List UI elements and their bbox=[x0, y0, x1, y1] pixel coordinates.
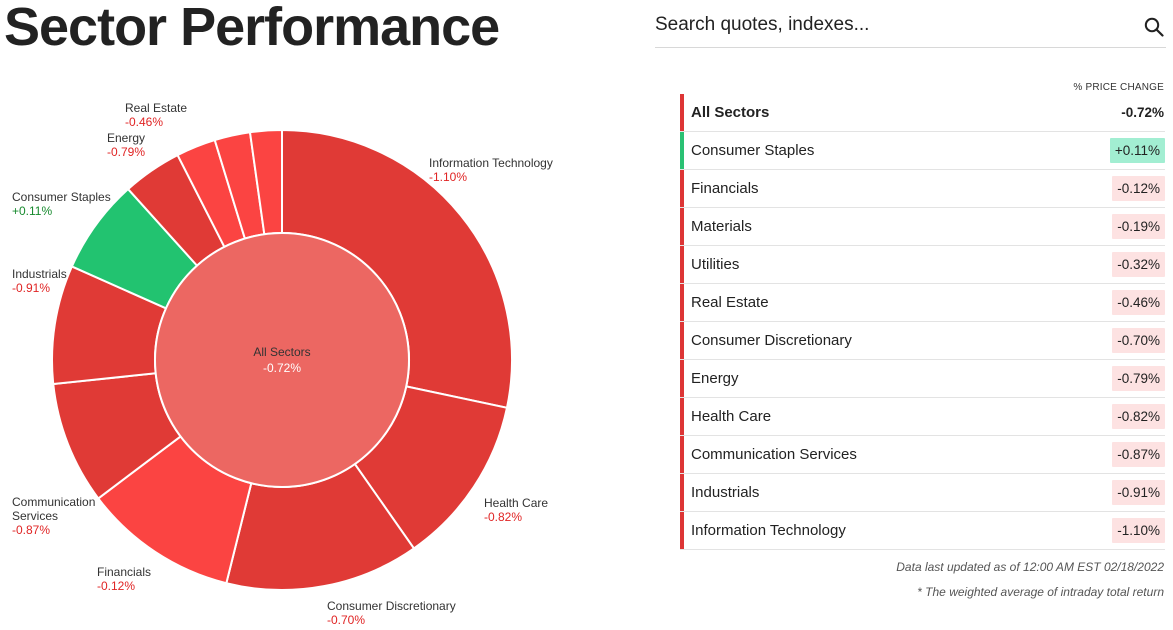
value-information-technology: -1.10% bbox=[429, 170, 467, 184]
price-change: -0.19% bbox=[1112, 214, 1165, 239]
label-communication-services-line2: Services bbox=[12, 509, 58, 523]
price-change: -1.10% bbox=[1112, 518, 1165, 543]
label-communication-services-line1: Communication bbox=[12, 495, 95, 509]
label-consumer-discretionary: Consumer Discretionary bbox=[327, 599, 456, 613]
table-row-real-estate[interactable]: Real Estate -0.46% bbox=[680, 284, 1165, 322]
label-industrials: Industrials bbox=[12, 267, 67, 281]
value-energy: -0.79% bbox=[107, 145, 145, 159]
sector-name: Health Care bbox=[691, 408, 772, 425]
value-health-care: -0.82% bbox=[484, 510, 522, 524]
sector-name: Consumer Discretionary bbox=[691, 332, 852, 349]
last-updated-note: Data last updated as of 12:00 AM EST 02/… bbox=[896, 560, 1164, 574]
price-change: -0.79% bbox=[1112, 366, 1165, 391]
price-change: -0.32% bbox=[1112, 252, 1165, 277]
sector-name: Real Estate bbox=[691, 294, 769, 311]
row-indicator bbox=[680, 360, 684, 397]
value-industrials: -0.91% bbox=[12, 281, 50, 295]
table-row-information-technology[interactable]: Information Technology -1.10% bbox=[680, 512, 1165, 550]
table-row-energy[interactable]: Energy -0.79% bbox=[680, 360, 1165, 398]
center-circle[interactable] bbox=[154, 232, 410, 488]
value-financials: -0.12% bbox=[97, 579, 135, 593]
value-real-estate: -0.46% bbox=[125, 115, 163, 129]
row-indicator bbox=[680, 170, 684, 207]
row-indicator bbox=[680, 512, 684, 549]
row-indicator bbox=[680, 398, 684, 435]
price-change: -0.87% bbox=[1112, 442, 1165, 467]
row-indicator bbox=[680, 436, 684, 473]
sector-name: Industrials bbox=[691, 484, 760, 501]
table-row-consumer-staples[interactable]: Consumer Staples +0.11% bbox=[680, 132, 1165, 170]
weighted-average-note: * The weighted average of intraday total… bbox=[917, 585, 1164, 599]
page-title: Sector Performance bbox=[4, 0, 500, 57]
table-row-utilities[interactable]: Utilities -0.32% bbox=[680, 246, 1165, 284]
center-label: All Sectors bbox=[253, 345, 310, 359]
search-bar bbox=[655, 4, 1166, 48]
value-consumer-discretionary: -0.70% bbox=[327, 613, 365, 627]
price-change: -0.12% bbox=[1112, 176, 1165, 201]
label-energy: Energy bbox=[107, 131, 145, 145]
sector-name: Information Technology bbox=[691, 522, 846, 539]
price-change: -0.91% bbox=[1112, 480, 1165, 505]
row-indicator bbox=[680, 322, 684, 359]
table-row-consumer-discretionary[interactable]: Consumer Discretionary -0.70% bbox=[680, 322, 1165, 360]
price-change-header: % PRICE CHANGE bbox=[1073, 82, 1164, 93]
table-row-materials[interactable]: Materials -0.19% bbox=[680, 208, 1165, 246]
value-communication-services: -0.87% bbox=[12, 523, 50, 537]
label-consumer-staples: Consumer Staples bbox=[12, 190, 111, 204]
sector-donut-chart: All Sectors-0.72%Information Technology-… bbox=[12, 101, 553, 627]
search-icon[interactable] bbox=[1144, 17, 1164, 37]
price-change: -0.82% bbox=[1112, 404, 1165, 429]
sector-table: All Sectors -0.72% Consumer Staples +0.1… bbox=[680, 94, 1165, 550]
table-row-all-sectors[interactable]: All Sectors -0.72% bbox=[680, 94, 1165, 132]
row-indicator bbox=[680, 474, 684, 511]
table-row-communication-services[interactable]: Communication Services -0.87% bbox=[680, 436, 1165, 474]
sector-name: All Sectors bbox=[691, 104, 770, 121]
sector-name: Energy bbox=[691, 370, 739, 387]
row-indicator bbox=[680, 208, 684, 245]
row-indicator bbox=[680, 246, 684, 283]
price-change: -0.72% bbox=[1121, 105, 1164, 120]
price-change: +0.11% bbox=[1109, 138, 1165, 163]
label-information-technology: Information Technology bbox=[429, 156, 553, 170]
table-row-health-care[interactable]: Health Care -0.82% bbox=[680, 398, 1165, 436]
row-indicator bbox=[680, 94, 684, 131]
price-change: -0.70% bbox=[1112, 328, 1165, 353]
search-input[interactable] bbox=[655, 12, 1125, 38]
sector-name: Communication Services bbox=[691, 446, 857, 463]
sector-name: Materials bbox=[691, 218, 752, 235]
label-financials: Financials bbox=[97, 565, 151, 579]
row-indicator bbox=[680, 284, 684, 321]
center-value: -0.72% bbox=[263, 361, 301, 375]
sector-name: Financials bbox=[691, 180, 759, 197]
price-change: -0.46% bbox=[1112, 290, 1165, 315]
sector-name: Utilities bbox=[691, 256, 740, 273]
label-health-care: Health Care bbox=[484, 496, 548, 510]
sector-name: Consumer Staples bbox=[691, 142, 815, 159]
table-row-industrials[interactable]: Industrials -0.91% bbox=[680, 474, 1165, 512]
table-row-financials[interactable]: Financials -0.12% bbox=[680, 170, 1165, 208]
value-consumer-staples: +0.11% bbox=[12, 204, 52, 218]
label-real-estate: Real Estate bbox=[125, 101, 187, 115]
row-indicator bbox=[680, 132, 684, 169]
